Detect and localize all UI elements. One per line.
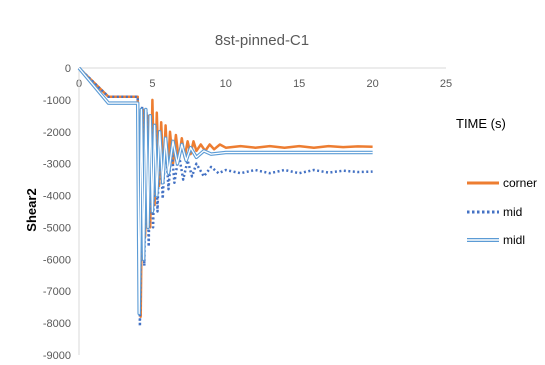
x-axis-title: TIME (s) [456, 116, 506, 131]
y-tick-label: -4000 [43, 191, 71, 203]
y-tick-label: 0 [65, 63, 71, 75]
x-tick-label: 5 [149, 78, 155, 90]
y-tick-label: -9000 [43, 350, 71, 362]
y-tick-label: -7000 [43, 286, 71, 298]
series-line-corner [78, 67, 373, 318]
chart-title: 8st-pinned-C1 [215, 32, 309, 49]
x-tick-label: 10 [220, 78, 232, 90]
y-tick-labels: 0 -1000 -2000 -3000 -4000 -5000 -6000 -7000 -800… [43, 63, 71, 362]
legend-label-mid: mid [503, 205, 522, 219]
y-tick-label: -1000 [43, 95, 71, 107]
series-line-midl-outer [77, 66, 373, 316]
legend: corner mid midl [467, 176, 537, 247]
y-tick-label: -6000 [43, 254, 71, 266]
x-tick-label: 25 [440, 78, 452, 90]
series-line-midl [78, 67, 373, 315]
y-axis-title: Shear2 [24, 188, 39, 231]
legend-label-midl: midl [503, 233, 525, 247]
y-tick-label: -8000 [43, 318, 71, 330]
y-tick-label: -2000 [43, 127, 71, 139]
x-tick-label: 15 [293, 78, 305, 90]
y-tick-label: -5000 [43, 222, 71, 234]
series-layer [77, 66, 373, 328]
y-tick-label: -3000 [43, 159, 71, 171]
legend-label-corner: corner [503, 176, 537, 190]
x-tick-label: 20 [366, 78, 378, 90]
series-line-mid [78, 67, 373, 328]
